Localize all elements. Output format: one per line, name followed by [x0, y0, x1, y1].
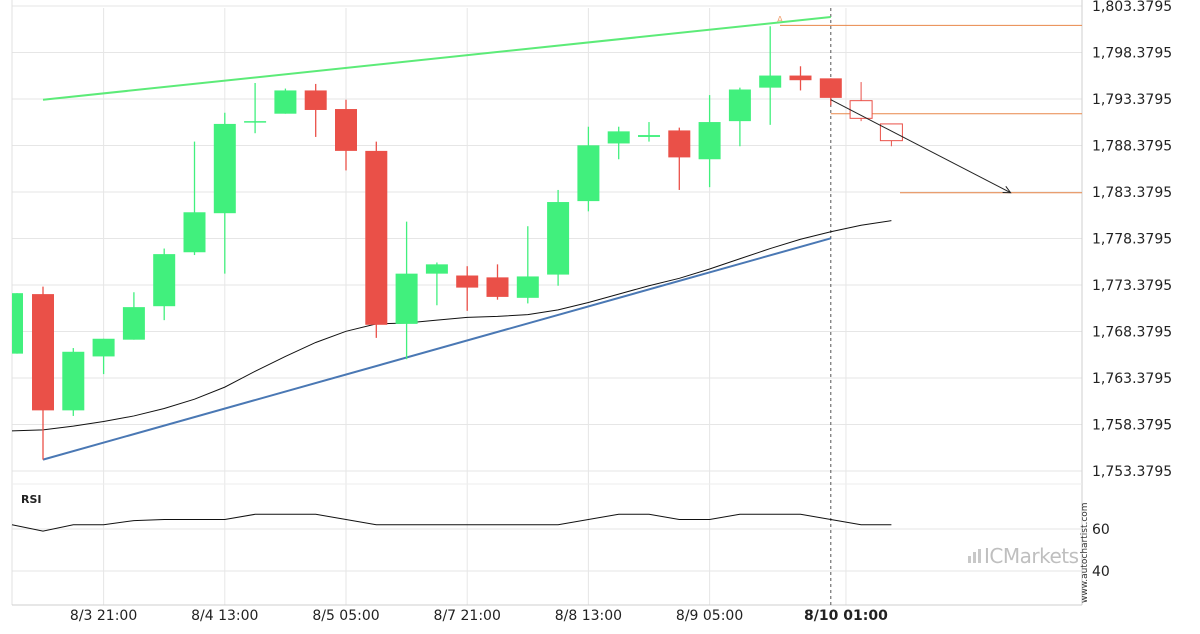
pattern-point-marker: A [777, 15, 784, 25]
candle-body [183, 212, 206, 253]
candle [456, 266, 479, 311]
candle [365, 141, 388, 338]
y-tick-label: 1,768.3795 [1092, 325, 1172, 341]
candle [153, 248, 176, 321]
candle [516, 226, 539, 304]
candle [819, 78, 842, 106]
candle [92, 338, 115, 375]
candle [12, 293, 23, 354]
candle-body [274, 90, 297, 114]
candle-body [304, 90, 327, 110]
x-tick-label: 8/4 13:00 [191, 608, 258, 624]
candle-body [607, 131, 630, 144]
candle [425, 262, 448, 306]
candle [213, 112, 236, 274]
candle-body [638, 135, 660, 137]
x-tick-label: 8/5 05:00 [312, 608, 379, 624]
candle-body [213, 123, 236, 214]
y-tick-label: 1,773.3795 [1092, 278, 1172, 294]
candle-body [32, 294, 54, 411]
candle [304, 83, 327, 137]
candle-body [698, 122, 721, 160]
candle [698, 95, 721, 188]
rsi-panel-title: RSI [21, 493, 42, 506]
rsi-y-tick-label: 60 [1092, 522, 1110, 538]
brand-logo-text: ICMarkets [984, 544, 1079, 568]
brand-bars-icon [968, 549, 981, 563]
y-tick-label: 1,788.3795 [1092, 139, 1172, 155]
rsi-line [11, 513, 892, 532]
candle-body [365, 150, 388, 325]
lower-trendline [42, 237, 832, 461]
upper-trendline [42, 15, 831, 101]
y-tick-label: 1,778.3795 [1092, 232, 1172, 248]
watermark-text: www.autochartist.com [1080, 502, 1090, 603]
candle [335, 99, 357, 171]
axis-labels-layer: 1,803.3795 1,798.3795 1,793.3795 1,788.3795… [21, 0, 1172, 624]
candle-body [122, 307, 145, 340]
candle-body [153, 254, 176, 307]
y-tick-label: 1,793.3795 [1092, 92, 1172, 108]
candle-body [244, 121, 267, 123]
y-tick-label: 1,753.3795 [1092, 464, 1172, 480]
candle-body [92, 338, 115, 357]
candle-body [668, 130, 691, 158]
rsi-y-tick-label: 40 [1092, 564, 1110, 580]
candle-body [425, 264, 448, 274]
candle [183, 141, 206, 256]
x-tick-label: 8/3 21:00 [70, 608, 137, 624]
candle [32, 286, 54, 460]
candle-body [819, 78, 842, 98]
forecast-arrow-head [1002, 186, 1012, 194]
moving-average-line [11, 220, 892, 432]
y-tick-label: 1,758.3795 [1092, 418, 1172, 434]
candle-body [395, 273, 418, 324]
candle-body [335, 109, 357, 151]
candle-body [789, 75, 812, 81]
y-tick-label: 1,798.3795 [1092, 46, 1172, 62]
y-tick-label: 1,803.3795 [1092, 0, 1172, 15]
candle-body [759, 75, 782, 88]
candle-body [12, 293, 23, 354]
candle [607, 126, 630, 160]
series-layer: A [11, 8, 1082, 605]
x-tick-label: 8/9 05:00 [676, 608, 743, 624]
candle [62, 348, 85, 416]
candle-body [577, 145, 600, 202]
candle-body [62, 351, 85, 411]
candle [274, 88, 297, 114]
candle-body [456, 275, 479, 288]
candle [486, 264, 509, 300]
candle [789, 66, 812, 91]
y-tick-label: 1,763.3795 [1092, 371, 1172, 387]
candle [728, 87, 751, 147]
x-tick-label: 8/7 21:00 [434, 608, 501, 624]
x-tick-label: 8/8 13:00 [555, 608, 622, 624]
x-tick-label: 8/10 01:00 [804, 608, 888, 624]
candle-body [486, 277, 509, 297]
candle-body [728, 89, 751, 122]
candle [547, 189, 570, 286]
forecast-arrow-line [830, 99, 1011, 194]
candle [759, 26, 782, 125]
forecast-candle-body [879, 123, 903, 142]
candle [122, 292, 145, 340]
y-tick-label: 1,783.3795 [1092, 185, 1172, 201]
candle-body [516, 276, 539, 298]
candle [395, 221, 418, 360]
candle [638, 122, 660, 142]
candle-body [547, 202, 570, 275]
candle [244, 82, 267, 134]
candle [577, 126, 600, 212]
brand-layer: ICMarkets www.autochartist.com [968, 502, 1090, 603]
candle [668, 127, 691, 190]
